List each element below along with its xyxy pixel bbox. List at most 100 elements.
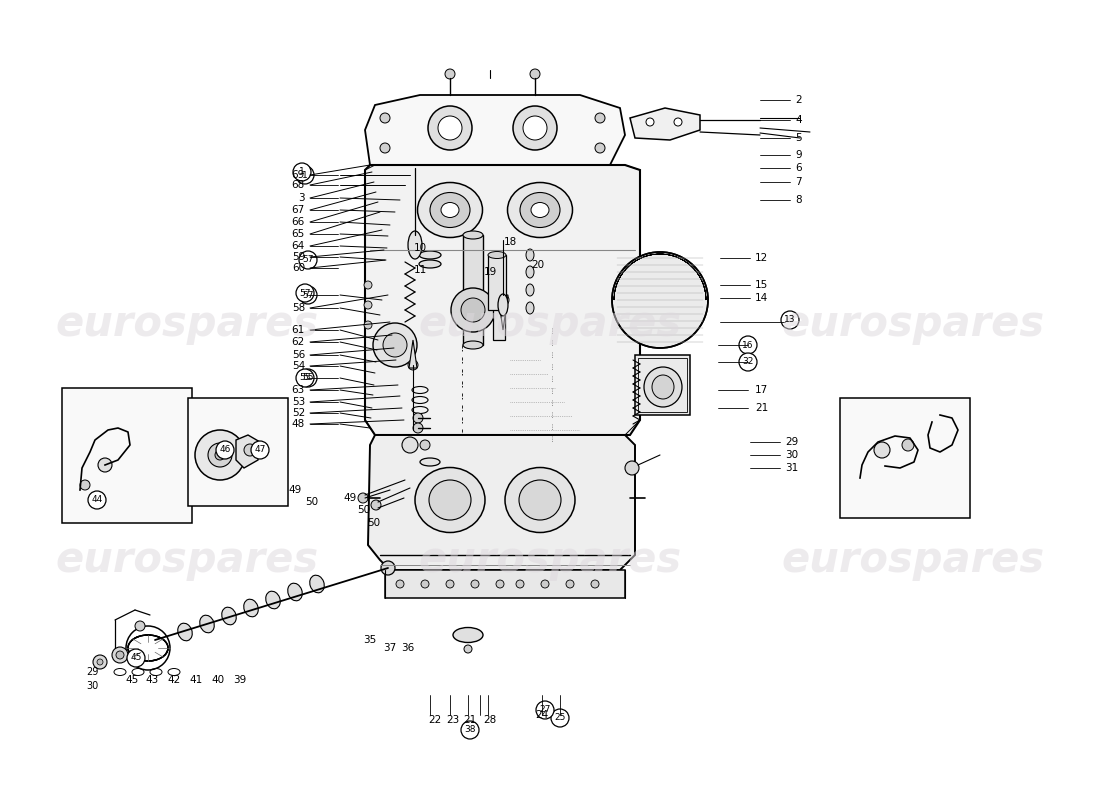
Circle shape — [595, 113, 605, 123]
Circle shape — [299, 251, 317, 269]
Circle shape — [358, 493, 368, 503]
Circle shape — [612, 252, 708, 348]
Ellipse shape — [266, 591, 280, 609]
Text: 45: 45 — [125, 675, 139, 685]
Circle shape — [739, 353, 757, 371]
Circle shape — [595, 143, 605, 153]
Text: 6: 6 — [795, 163, 802, 173]
Circle shape — [299, 286, 317, 304]
Text: 7: 7 — [795, 177, 802, 187]
Circle shape — [428, 106, 472, 150]
Circle shape — [497, 294, 509, 306]
Text: eurospares: eurospares — [55, 303, 319, 345]
Circle shape — [296, 166, 314, 184]
Text: 19: 19 — [483, 267, 496, 277]
Text: 53: 53 — [292, 397, 305, 407]
Text: 13: 13 — [784, 315, 795, 325]
Text: eurospares: eurospares — [781, 539, 1045, 581]
Text: 29: 29 — [86, 667, 98, 677]
Text: 54: 54 — [292, 361, 305, 371]
Circle shape — [625, 461, 639, 475]
Circle shape — [88, 491, 106, 509]
Text: 1: 1 — [299, 167, 305, 177]
Ellipse shape — [419, 260, 441, 268]
Circle shape — [379, 113, 390, 123]
Text: 46: 46 — [219, 446, 231, 454]
Circle shape — [216, 441, 234, 459]
Bar — [188, 398, 288, 506]
Circle shape — [412, 413, 424, 423]
Text: 57: 57 — [299, 289, 310, 298]
Bar — [638, 358, 688, 412]
Ellipse shape — [505, 467, 575, 533]
Text: eurospares: eurospares — [55, 539, 319, 581]
Text: 30: 30 — [86, 681, 98, 691]
Text: 56: 56 — [292, 350, 305, 360]
Text: 2: 2 — [795, 95, 802, 105]
Circle shape — [551, 709, 569, 727]
Text: 32: 32 — [742, 358, 754, 366]
Ellipse shape — [244, 599, 258, 617]
Circle shape — [566, 580, 574, 588]
Text: 10: 10 — [414, 243, 427, 253]
Text: 14: 14 — [755, 293, 768, 303]
Text: 25: 25 — [554, 714, 565, 722]
Ellipse shape — [429, 480, 471, 520]
Text: 38: 38 — [464, 726, 475, 734]
Circle shape — [464, 645, 472, 653]
Text: 35: 35 — [363, 635, 376, 645]
Text: 50: 50 — [367, 518, 380, 528]
Circle shape — [379, 143, 390, 153]
Circle shape — [461, 298, 485, 322]
Circle shape — [126, 649, 145, 667]
Text: 15: 15 — [755, 280, 768, 290]
Polygon shape — [630, 108, 700, 140]
Ellipse shape — [644, 367, 682, 407]
Circle shape — [536, 701, 554, 719]
Bar — [385, 570, 625, 598]
Ellipse shape — [493, 267, 505, 273]
Text: 47: 47 — [254, 446, 266, 454]
Circle shape — [874, 442, 890, 458]
Text: 40: 40 — [211, 675, 224, 685]
Circle shape — [135, 621, 145, 631]
Polygon shape — [236, 435, 260, 468]
Circle shape — [513, 106, 557, 150]
Polygon shape — [498, 295, 508, 330]
Ellipse shape — [531, 202, 549, 218]
Circle shape — [646, 118, 654, 126]
Circle shape — [402, 437, 418, 453]
Bar — [488, 255, 506, 310]
Text: 55: 55 — [299, 374, 310, 382]
Text: 66: 66 — [292, 217, 305, 227]
Circle shape — [496, 580, 504, 588]
Text: 22: 22 — [428, 715, 441, 725]
Text: 28: 28 — [483, 715, 496, 725]
Circle shape — [371, 500, 381, 510]
Text: 69: 69 — [292, 170, 305, 180]
Circle shape — [94, 655, 107, 669]
Text: 1: 1 — [302, 170, 308, 179]
Text: 68: 68 — [292, 180, 305, 190]
Circle shape — [381, 561, 395, 575]
Text: 5: 5 — [795, 133, 802, 143]
Text: eurospares: eurospares — [418, 539, 682, 581]
Bar — [840, 398, 970, 518]
Text: 36: 36 — [402, 643, 415, 653]
Text: 59: 59 — [292, 252, 305, 262]
Text: 57: 57 — [302, 290, 313, 299]
Ellipse shape — [526, 302, 534, 314]
Ellipse shape — [408, 231, 422, 259]
Circle shape — [296, 284, 314, 302]
Text: 24: 24 — [536, 710, 549, 720]
Text: 9: 9 — [795, 150, 802, 160]
Circle shape — [591, 580, 600, 588]
Text: 52: 52 — [292, 408, 305, 418]
Ellipse shape — [488, 251, 506, 258]
Ellipse shape — [526, 284, 534, 296]
Circle shape — [98, 458, 112, 472]
Text: 45: 45 — [130, 654, 142, 662]
Text: 8: 8 — [795, 195, 802, 205]
Ellipse shape — [420, 458, 440, 466]
Circle shape — [739, 336, 757, 354]
